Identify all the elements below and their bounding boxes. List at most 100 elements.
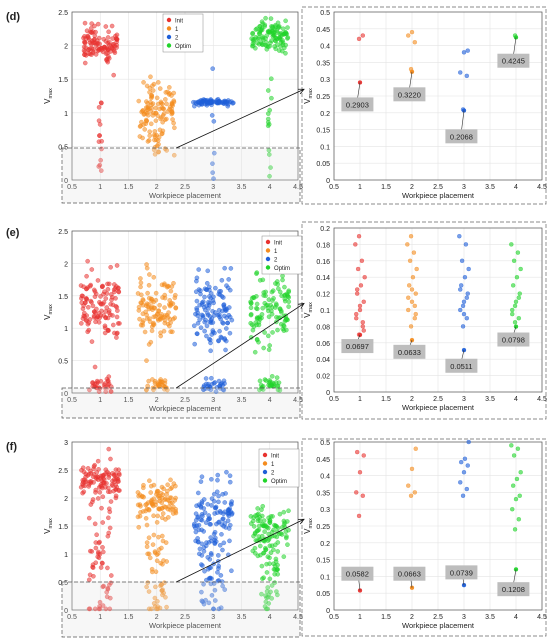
scatter-point-2 [217,289,222,294]
scatter-point-2 [198,325,204,330]
zoom-point-init [356,513,362,519]
scatter-point-init [106,29,111,35]
scatter-point-2 [219,532,224,537]
callout-value: 0.0663 [398,570,421,579]
scatter-point-init [98,484,103,489]
scatter-point-optim [264,524,270,530]
scatter-point-2 [229,568,234,573]
scatter-point-optim [265,44,271,49]
scatter-point-init [86,484,91,489]
callout-leader [357,82,361,100]
scatter-point-optim [263,547,269,552]
x-tick-label: 1.5 [124,184,134,191]
scatter-point-2 [222,265,227,271]
x-tick-label: 3.5 [237,184,247,191]
scatter-point-1 [144,584,149,590]
zoom-point-optim [516,517,521,522]
scatter-point-init [107,506,112,512]
scatter-point-init [101,583,106,589]
callout-value: 0.2068 [450,132,473,141]
scatter-point-1 [165,283,171,289]
scatter-point-2 [209,113,215,118]
scatter-point-2 [199,101,205,107]
zoom-point-2 [465,291,470,296]
y-axis-label-main: V [43,314,52,320]
legend-marker-optim [265,265,271,270]
scatter-point-2 [199,474,205,479]
scatter-point-2 [219,579,225,584]
scatter-point-2 [214,521,219,527]
scatter-point-optim [259,563,265,569]
scatter-point-optim [283,51,288,56]
legend-entry: 2 [271,471,275,477]
scatter-point-2 [202,568,207,574]
scatter-point-2 [217,98,222,104]
zoom-point-1 [406,295,411,300]
zoom-point-2 [460,493,466,498]
scatter-point-1 [156,547,162,552]
x-tick-label: 4 [268,614,272,621]
y-tick-label: 0 [64,608,68,615]
scatter-point-optim [263,39,269,45]
zoom-point-init [355,449,360,455]
scatter-point-init [89,267,95,272]
scatter-point-optim [271,561,276,567]
scatter-point-optim [270,298,275,303]
callout-box [497,53,530,68]
scatter-point-init [85,258,90,264]
scatter-point-optim [254,306,259,311]
x-tick-label: 0.5 [67,184,77,191]
y-axis-label-sub: max [308,88,314,99]
scatter-point-2 [221,303,226,308]
scatter-point-1 [153,290,159,296]
scatter-point-init [102,330,108,336]
scatter-point-1 [159,506,165,511]
axes-frame [333,11,543,181]
zoom-point-optim [512,320,518,325]
scatter-point-optim [286,299,292,304]
scatter-point-1 [164,116,169,122]
scatter-point-1 [153,584,158,590]
x-tick-label: 2 [410,614,414,621]
scatter-point-init [117,488,122,493]
scatter-point-optim [265,538,271,543]
x-tick-label: 4.5 [293,614,303,621]
callout-box [393,344,426,359]
y-tick-label: 0 [326,178,330,185]
scatter-point-2 [207,319,212,325]
y-tick-label: 1.5 [58,524,68,531]
scatter-point-2 [225,320,230,326]
y-tick-label: 0.1 [320,574,330,581]
scatter-point-2 [199,527,204,533]
scatter-point-2 [208,581,214,587]
zoom-point-init [358,283,364,288]
scatter-point-2 [208,551,214,556]
y-axis-label-sub: max [48,518,54,529]
scatter-point-init [101,549,106,555]
scatter-point-1 [135,514,141,520]
scatter-point-2 [207,521,213,527]
scatter-point-init [81,48,87,53]
scatter-point-optim [281,31,287,37]
legend-marker-1 [262,461,268,466]
scatter-point-1 [151,532,157,538]
scatter-point-1 [142,127,147,132]
zoom-point-optim [510,507,515,512]
scatter-point-init [114,42,119,48]
scatter-point-init [83,479,88,485]
scatter-point-optim [263,303,269,308]
scatter-point-2 [213,535,218,541]
scatter-point-2 [201,601,207,607]
scatter-point-optim [252,349,258,355]
scatter-point-1 [171,281,176,286]
scatter-point-optim [257,278,263,283]
scatter-point-1 [163,540,169,545]
x-tick-label: 4.5 [293,184,303,191]
scatter-point-2 [226,277,231,282]
zoom-point-2 [460,324,466,329]
scatter-point-1 [151,275,157,280]
zoom-point-optim [518,470,523,475]
scatter-point-1 [149,95,154,101]
zoom-point-2 [464,486,469,492]
scatter-point-2 [209,593,215,598]
